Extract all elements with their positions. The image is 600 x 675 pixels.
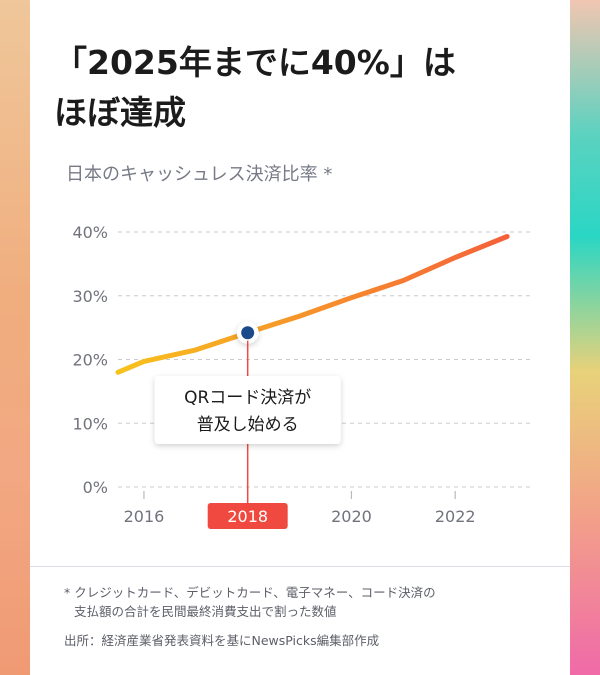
x-tick-label: 2018 xyxy=(227,507,268,526)
headline: 「2025年までに40%」は ほぼ達成 xyxy=(54,38,534,138)
y-tick-label: 0% xyxy=(83,478,108,497)
annotation-line-1: QRコード決済が xyxy=(184,388,311,408)
y-tick-label: 20% xyxy=(72,351,108,370)
x-tick-label: 2020 xyxy=(331,507,372,526)
annotation-box xyxy=(154,376,341,444)
headline-line-2: ほぼ達成 xyxy=(54,93,186,132)
annotation-line-2: 普及し始める xyxy=(197,415,299,435)
y-axis-ticks: 0% 10% 20% 30% 40% xyxy=(72,223,108,497)
headline-line-1: 「2025年までに40%」は xyxy=(54,43,456,82)
series-layer xyxy=(115,234,510,375)
chart-title: 日本のキャッシュレス決済比率 * xyxy=(66,164,333,185)
x-axis-ticks: 2016 2018 2020 2022 xyxy=(124,491,476,529)
source-credit: 出所：経済産業省発表資料を基にNewsPicks編集部作成 xyxy=(64,633,380,648)
x-tick-label: 2016 xyxy=(124,507,165,526)
right-gradient-edge xyxy=(570,0,600,675)
series-line xyxy=(115,234,510,375)
footer-divider xyxy=(30,566,570,567)
y-tick-label: 40% xyxy=(72,223,108,242)
x-tick-label: 2022 xyxy=(435,507,476,526)
gridlines xyxy=(118,231,533,488)
y-tick-label: 10% xyxy=(72,414,108,433)
data-point-2018 xyxy=(241,326,255,340)
infographic-card xyxy=(30,0,570,675)
footnote-line-2: 支払額の合計を民間最終消費支出で割った数値 xyxy=(74,604,337,619)
footnote-line-1: * クレジットカード、デビットカード、電子マネー、コード決済の xyxy=(64,585,436,600)
left-gradient-edge xyxy=(0,0,30,675)
highlight-year-badge xyxy=(207,503,288,529)
y-tick-label: 30% xyxy=(72,287,108,306)
